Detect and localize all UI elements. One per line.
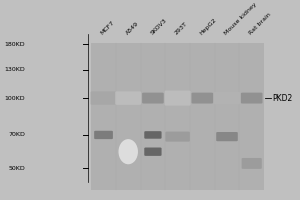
Text: Rat brain: Rat brain (248, 12, 272, 36)
FancyBboxPatch shape (94, 131, 113, 139)
FancyBboxPatch shape (91, 43, 264, 190)
Text: PKD2: PKD2 (273, 94, 293, 103)
Text: 50KD: 50KD (8, 166, 25, 171)
Text: 100KD: 100KD (4, 96, 25, 101)
Text: Mouse kidney: Mouse kidney (224, 2, 258, 36)
Text: 130KD: 130KD (4, 67, 25, 72)
Text: 180KD: 180KD (4, 42, 25, 47)
FancyBboxPatch shape (115, 91, 141, 105)
FancyBboxPatch shape (144, 131, 162, 139)
Ellipse shape (118, 139, 138, 164)
Text: 293T: 293T (174, 21, 189, 36)
FancyBboxPatch shape (142, 93, 164, 104)
FancyBboxPatch shape (216, 132, 238, 141)
FancyBboxPatch shape (242, 158, 262, 169)
Text: 70KD: 70KD (8, 132, 25, 137)
Text: MCF7: MCF7 (100, 20, 116, 36)
Text: SKOV3: SKOV3 (149, 18, 168, 36)
FancyBboxPatch shape (165, 132, 190, 142)
FancyBboxPatch shape (241, 93, 262, 104)
Text: HepG2: HepG2 (199, 17, 218, 36)
FancyBboxPatch shape (191, 93, 213, 104)
Text: A549: A549 (125, 21, 140, 36)
FancyBboxPatch shape (214, 92, 240, 104)
FancyBboxPatch shape (165, 91, 190, 106)
FancyBboxPatch shape (91, 91, 116, 105)
FancyBboxPatch shape (144, 148, 162, 156)
